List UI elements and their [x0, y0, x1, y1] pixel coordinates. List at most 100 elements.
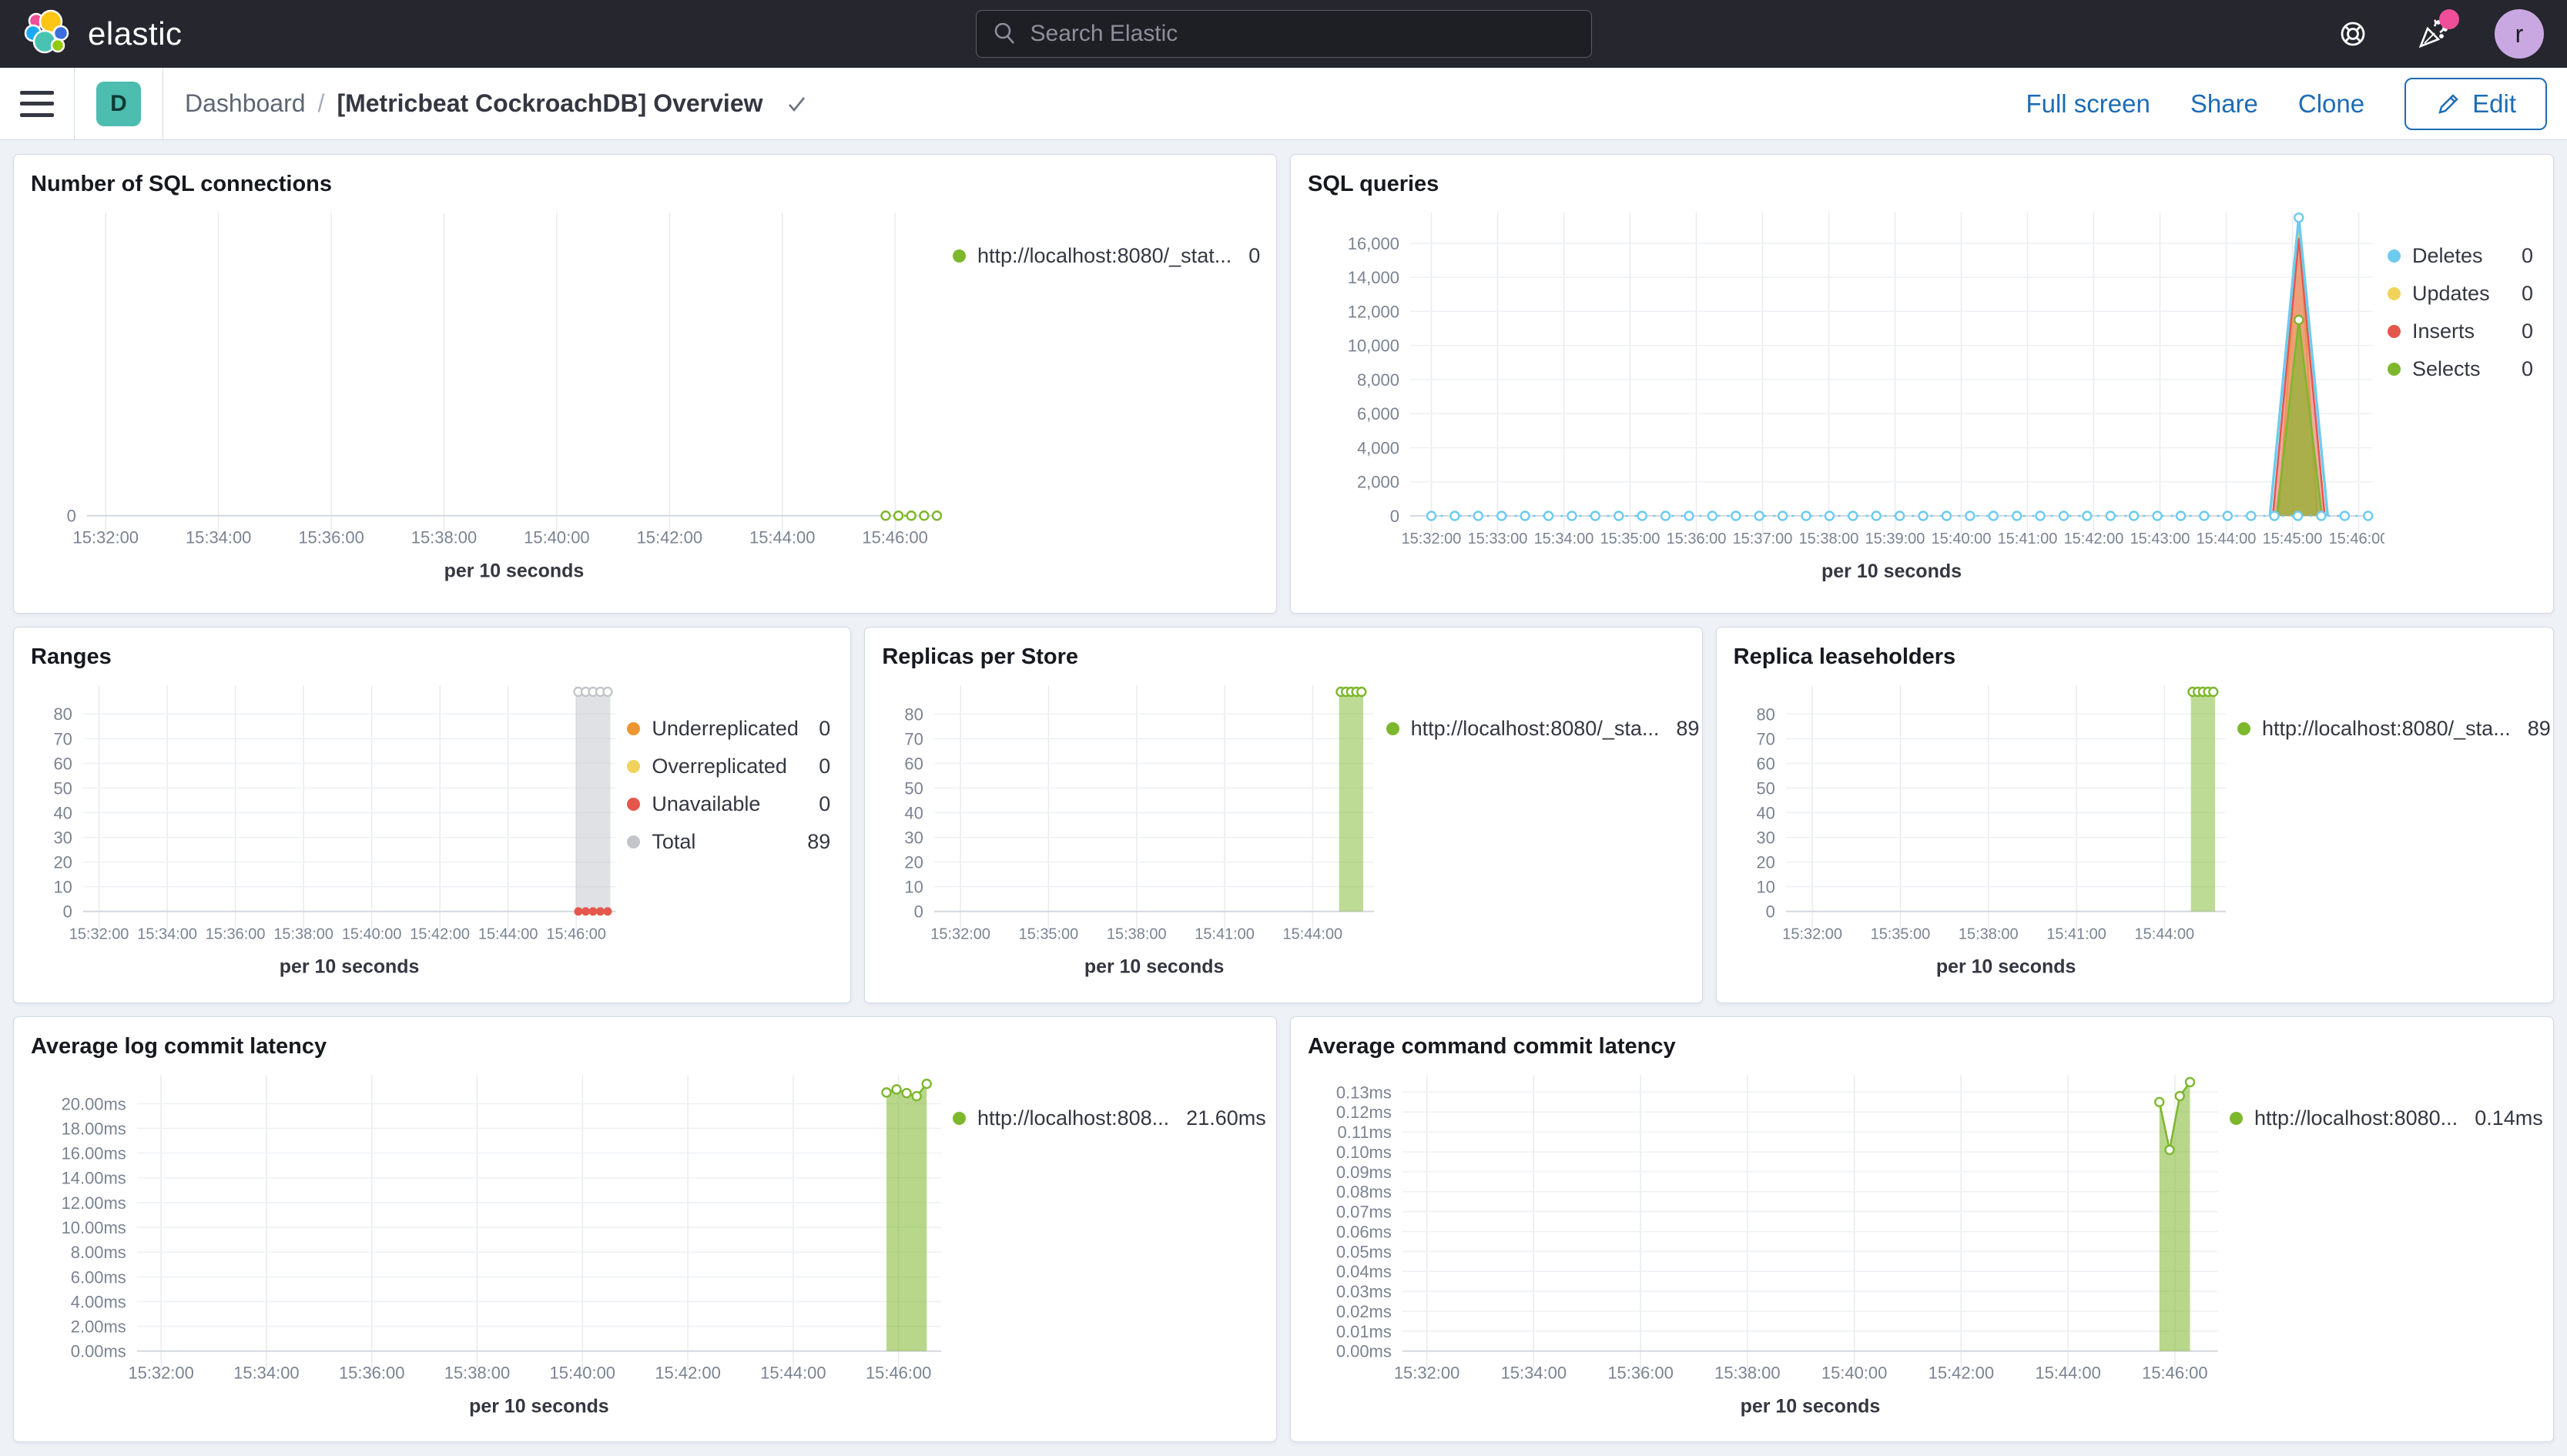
svg-text:50: 50 — [905, 778, 923, 798]
share-button[interactable]: Share — [2190, 89, 2258, 118]
chart-average-command-commit-latency[interactable]: 15:32:00 15:34:00 15:36:00 15:38:00 15:40:00… — [1306, 1064, 2230, 1422]
svg-text:10: 10 — [1756, 878, 1774, 897]
legend-value: 0 — [2521, 320, 2533, 343]
edit-button-label: Edit — [2472, 89, 2516, 118]
legend-item[interactable]: http://localhost:8080... 0.14ms — [2230, 1106, 2543, 1130]
panel-title: Replicas per Store — [882, 644, 1078, 669]
svg-text:60: 60 — [53, 754, 72, 773]
svg-text:60: 60 — [905, 754, 923, 773]
legend-item[interactable]: http://localhost:8080/_sta... 89 — [2237, 717, 2551, 741]
chart-average-log-commit-latency[interactable]: 15:32:00 15:34:00 15:36:00 15:38:00 15:40:00… — [29, 1064, 953, 1422]
legend-value: 0 — [1248, 244, 1261, 267]
menu-icon[interactable] — [20, 90, 54, 117]
panel-replica-leaseholders: Replica leaseholders 15:32:00 15:35:00 15:… — [1715, 627, 2554, 1003]
svg-text:10,000: 10,000 — [1348, 336, 1399, 356]
svg-text:per 10 seconds: per 10 seconds — [1084, 956, 1224, 978]
svg-text:15:36:00: 15:36:00 — [339, 1364, 404, 1383]
svg-text:15:41:00: 15:41:00 — [1195, 926, 1255, 943]
svg-text:15:36:00: 15:36:00 — [1607, 1364, 1673, 1383]
legend-dot-icon — [627, 798, 641, 811]
svg-text:6.00ms: 6.00ms — [71, 1267, 126, 1287]
svg-text:70: 70 — [905, 729, 923, 748]
page-title: [Metricbeat CockroachDB] Overview — [337, 89, 763, 117]
legend-dot-icon — [2388, 249, 2401, 263]
panel-title: Number of SQL connections — [31, 172, 333, 196]
panel-title: Replica leaseholders — [1733, 644, 1956, 669]
svg-text:10: 10 — [53, 878, 72, 897]
chart-replicas-per-store[interactable]: 15:32:00 15:35:00 15:38:00 15:41:00 15:44:00… — [880, 674, 1386, 982]
svg-text:0.11ms: 0.11ms — [1337, 1123, 1391, 1142]
legend-item[interactable]: Deletes 0 — [2388, 244, 2533, 268]
svg-text:15:43:00: 15:43:00 — [2130, 531, 2190, 547]
clone-button[interactable]: Clone — [2297, 89, 2365, 118]
svg-text:8,000: 8,000 — [1357, 370, 1399, 390]
legend-item[interactable]: http://localhost:8080/_sta... 89 — [1386, 717, 1699, 741]
legend-item[interactable]: http://localhost:808... 21.60ms — [953, 1106, 1266, 1130]
search-input[interactable] — [1030, 21, 1576, 47]
elastic-logo-icon[interactable] — [23, 9, 72, 59]
svg-text:15:32:00: 15:32:00 — [69, 926, 129, 943]
panel-number-of-sql-connections: Number of SQL connections 15:32:00 15:34:… — [13, 154, 1277, 614]
legend-dot-icon — [953, 249, 966, 263]
svg-text:0.00ms: 0.00ms — [1336, 1342, 1392, 1361]
navbar: D Dashboard / [Metricbeat CockroachDB] O… — [0, 67, 2567, 140]
legend-item[interactable]: Updates 0 — [2388, 282, 2533, 306]
svg-text:15:38:00: 15:38:00 — [1714, 1364, 1780, 1383]
svg-text:15:34:00: 15:34:00 — [186, 528, 251, 547]
legend-item[interactable]: http://localhost:8080/_stat... 0 — [953, 244, 1260, 268]
edit-button[interactable]: Edit — [2404, 77, 2547, 130]
legend-value: 89 — [1676, 717, 1700, 740]
svg-text:15:34:00: 15:34:00 — [233, 1364, 299, 1383]
chart-ranges[interactable]: 15:32:00 15:34:00 15:36:00 15:38:00 15:40:00… — [29, 674, 627, 982]
legend-item[interactable]: Total 89 — [627, 830, 830, 854]
svg-text:50: 50 — [53, 778, 72, 798]
svg-text:15:40:00: 15:40:00 — [342, 926, 402, 943]
svg-text:per 10 seconds: per 10 seconds — [469, 1396, 609, 1418]
chart-sql-queries[interactable]: 15:32:00 15:33:00 15:34:00 15:35:00 15:36:00… — [1306, 202, 2384, 587]
svg-text:15:35:00: 15:35:00 — [1870, 926, 1930, 943]
legend-dot-icon — [627, 722, 641, 735]
svg-text:0.05ms: 0.05ms — [1336, 1242, 1392, 1261]
svg-text:15:36:00: 15:36:00 — [1667, 531, 1727, 547]
legend-dot-icon — [2388, 287, 2401, 300]
legend-value: 21.60ms — [1186, 1106, 1266, 1130]
legend-item[interactable]: Underreplicated 0 — [627, 717, 830, 741]
chart-replica-leaseholders[interactable]: 15:32:00 15:35:00 15:38:00 15:41:00 15:44:00… — [1732, 674, 2237, 982]
legend-item[interactable]: Overreplicated 0 — [627, 755, 830, 778]
chart-sql-connections[interactable]: 15:32:00 15:34:00 15:36:00 15:38:00 15:40:00… — [29, 202, 953, 587]
svg-text:15:34:00: 15:34:00 — [1534, 531, 1594, 547]
legend-label: http://localhost:8080/_stat... — [977, 244, 1232, 267]
svg-text:15:38:00: 15:38:00 — [1107, 926, 1167, 943]
legend-item[interactable]: Inserts 0 — [2388, 320, 2533, 343]
svg-text:0: 0 — [1765, 902, 1774, 922]
legend-value: 0 — [2521, 357, 2533, 380]
svg-text:15:46:00: 15:46:00 — [546, 926, 606, 943]
svg-text:14,000: 14,000 — [1348, 268, 1399, 287]
avatar[interactable]: r — [2495, 9, 2544, 59]
svg-text:70: 70 — [1756, 729, 1774, 748]
news-feed-icon[interactable] — [2415, 9, 2459, 52]
check-icon[interactable] — [783, 91, 809, 117]
chart-legend: Deletes 0 Updates 0 Inserts 0 Selects 0 — [2388, 202, 2538, 587]
svg-text:15:42:00: 15:42:00 — [410, 926, 470, 943]
global-search-bar[interactable] — [975, 10, 1592, 58]
help-icon[interactable] — [2334, 15, 2371, 52]
legend-value: 0 — [819, 717, 831, 740]
svg-text:15:39:00: 15:39:00 — [1865, 531, 1925, 547]
elastic-wordmark[interactable]: elastic — [88, 15, 183, 52]
svg-text:15:41:00: 15:41:00 — [2046, 926, 2106, 943]
svg-text:0.08ms: 0.08ms — [1336, 1183, 1392, 1202]
svg-text:15:32:00: 15:32:00 — [1394, 1364, 1459, 1383]
space-badge[interactable]: D — [96, 81, 141, 126]
legend-value: 0.14ms — [2475, 1106, 2543, 1130]
svg-text:15:32:00: 15:32:00 — [73, 528, 139, 547]
breadcrumb-dashboard[interactable]: Dashboard — [185, 89, 306, 117]
svg-text:15:38:00: 15:38:00 — [444, 1364, 510, 1383]
svg-text:10: 10 — [905, 878, 923, 897]
legend-item[interactable]: Selects 0 — [2388, 357, 2533, 381]
legend-item[interactable]: Unavailable 0 — [627, 792, 830, 816]
svg-text:15:40:00: 15:40:00 — [524, 528, 589, 547]
legend-value: 89 — [807, 830, 831, 853]
svg-text:0.00ms: 0.00ms — [71, 1342, 126, 1361]
full-screen-button[interactable]: Full screen — [2026, 89, 2150, 118]
